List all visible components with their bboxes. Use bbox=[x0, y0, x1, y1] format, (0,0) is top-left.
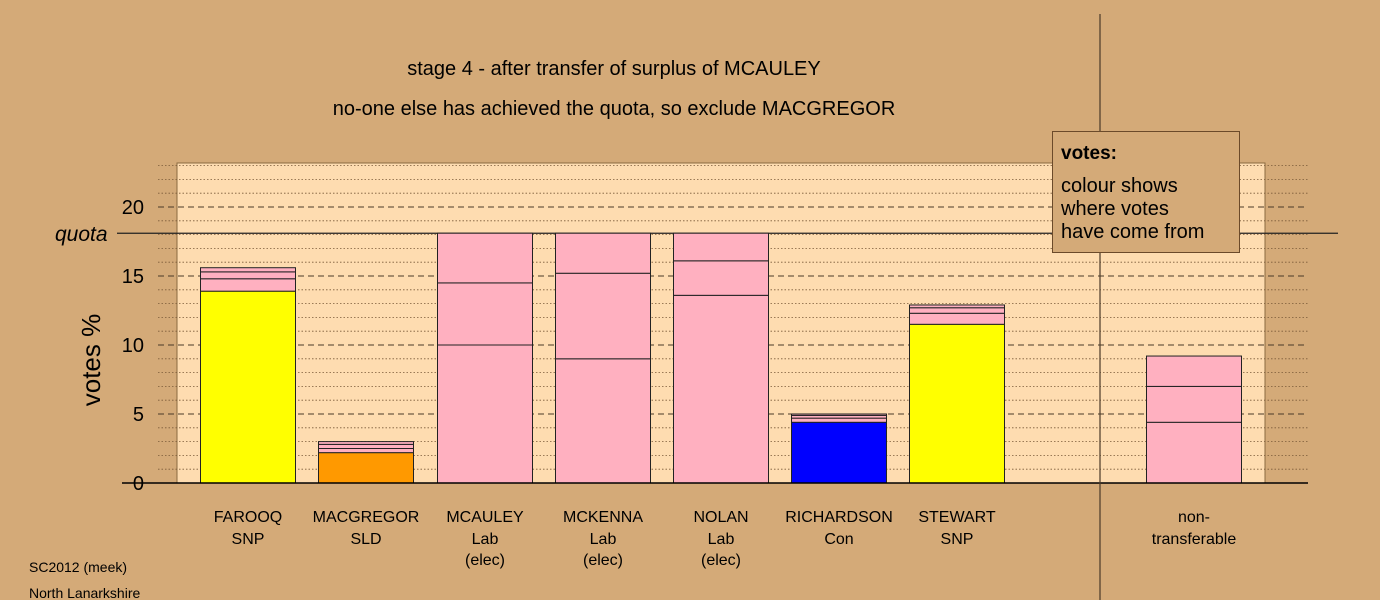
bar-segment bbox=[909, 323, 1005, 484]
bar-segment bbox=[791, 413, 887, 416]
y-axis-label: votes % bbox=[76, 314, 106, 407]
y-tick-label: 5 bbox=[133, 404, 144, 426]
x-tick-note-label: (elec) bbox=[583, 552, 623, 569]
x-tick-label: MACGREGOR bbox=[313, 509, 420, 526]
bar-segment bbox=[791, 417, 887, 423]
bar-segment bbox=[673, 294, 769, 484]
x-tick-party-label: SNP bbox=[941, 531, 974, 548]
legend-heading: votes: bbox=[1061, 143, 1117, 164]
x-tick-label: RICHARDSON bbox=[785, 509, 893, 526]
chart-subtitle: no-one else has achieved the quota, so e… bbox=[333, 98, 896, 120]
legend-line: colour shows bbox=[1061, 175, 1178, 197]
bar-segment bbox=[200, 290, 296, 484]
footer-source: SC2012 (meek) bbox=[29, 559, 127, 575]
y-tick-label: 20 bbox=[122, 197, 144, 219]
bar-segment bbox=[555, 272, 651, 360]
legend-line: where votes bbox=[1061, 198, 1169, 220]
legend-box: votes: colour shows where votes have com… bbox=[1052, 131, 1240, 253]
bar-segment bbox=[673, 260, 769, 296]
bar-segment bbox=[909, 307, 1005, 314]
bar-segment bbox=[437, 282, 533, 346]
y-tick-label: 0 bbox=[133, 473, 144, 495]
bar-segment bbox=[318, 448, 414, 454]
bar-segment bbox=[437, 344, 533, 484]
x-tick-label: MCAULEY bbox=[446, 509, 524, 526]
bar-segment bbox=[318, 452, 414, 484]
bar-segment bbox=[909, 312, 1005, 325]
chart-title: stage 4 - after transfer of surplus of M… bbox=[407, 58, 821, 80]
y-tick-label: 10 bbox=[122, 335, 144, 357]
x-tick-party-label: SNP bbox=[232, 531, 265, 548]
x-tick-label: non- bbox=[1178, 509, 1210, 526]
x-tick-party-label: Con bbox=[824, 531, 853, 548]
bar-segment bbox=[555, 232, 651, 274]
y-tick-label: 15 bbox=[122, 266, 144, 288]
bar-segment bbox=[1146, 385, 1242, 423]
x-tick-party-label: Lab bbox=[708, 531, 735, 548]
x-tick-label: NOLAN bbox=[693, 509, 748, 526]
x-tick-party-label: SLD bbox=[350, 531, 381, 548]
bar-segment bbox=[200, 271, 296, 280]
x-tick-note-label: (elec) bbox=[701, 552, 741, 569]
x-tick-label: MCKENNA bbox=[563, 509, 643, 526]
x-tick-label: transferable bbox=[1152, 531, 1237, 548]
bar-segment bbox=[555, 358, 651, 484]
x-tick-note-label: (elec) bbox=[465, 552, 505, 569]
bar-segment bbox=[200, 267, 296, 273]
legend-line: have come from bbox=[1061, 221, 1205, 243]
x-tick-label: STEWART bbox=[918, 509, 996, 526]
x-tick-party-label: Lab bbox=[590, 531, 617, 548]
x-tick-label: FAROOQ bbox=[214, 509, 282, 526]
bar-segment bbox=[909, 304, 1005, 309]
quota-label: quota bbox=[55, 223, 108, 246]
bar-segment bbox=[318, 443, 414, 449]
bar-segment bbox=[200, 278, 296, 292]
x-tick-party-label: Lab bbox=[472, 531, 499, 548]
bar-segment bbox=[791, 421, 887, 484]
bar-segment bbox=[318, 441, 414, 445]
bar-segment bbox=[1146, 355, 1242, 387]
bar-segment bbox=[673, 232, 769, 262]
bar-segment bbox=[1146, 421, 1242, 484]
bar-segment bbox=[437, 232, 533, 284]
footer-region: North Lanarkshire bbox=[29, 585, 140, 600]
